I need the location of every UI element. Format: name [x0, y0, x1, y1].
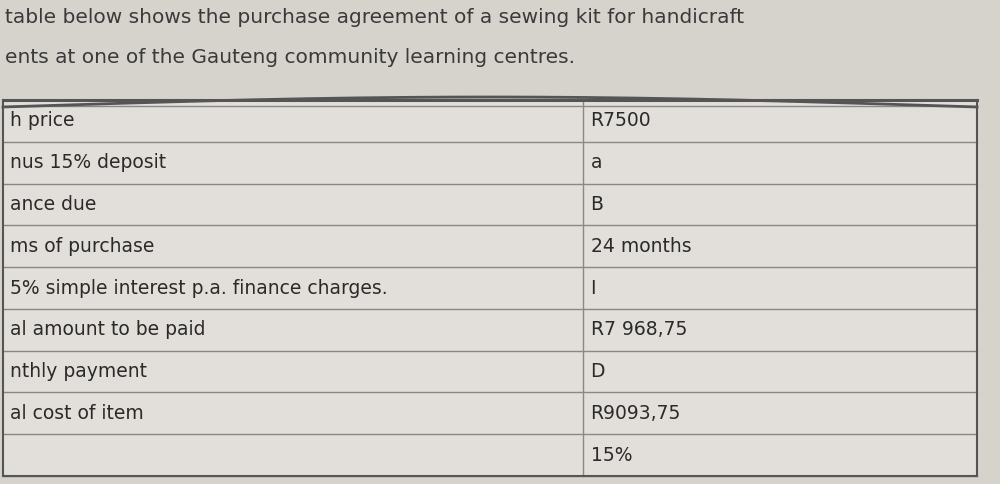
- Bar: [3, 267, 977, 309]
- Bar: [3, 100, 977, 476]
- Text: ance due: ance due: [10, 195, 96, 214]
- Bar: [3, 100, 977, 142]
- Text: ms of purchase: ms of purchase: [10, 237, 154, 256]
- Text: 5% simple interest p.a. finance charges.: 5% simple interest p.a. finance charges.: [10, 278, 388, 298]
- Text: ents at one of the Gauteng community learning centres.: ents at one of the Gauteng community lea…: [5, 48, 575, 67]
- Text: nus 15% deposit: nus 15% deposit: [10, 153, 166, 172]
- Text: 24 months: 24 months: [591, 237, 691, 256]
- Bar: [3, 434, 977, 476]
- Bar: [3, 309, 977, 351]
- Text: R7500: R7500: [591, 111, 651, 130]
- Text: h price: h price: [10, 111, 74, 130]
- Text: a: a: [591, 153, 602, 172]
- Text: table below shows the purchase agreement of a sewing kit for handicraft: table below shows the purchase agreement…: [5, 8, 744, 27]
- Text: R9093,75: R9093,75: [591, 404, 681, 423]
- Bar: [3, 183, 977, 226]
- Text: R7 968,75: R7 968,75: [591, 320, 687, 339]
- Text: al cost of item: al cost of item: [10, 404, 144, 423]
- Bar: [3, 142, 977, 183]
- Text: nthly payment: nthly payment: [10, 362, 147, 381]
- Bar: [3, 226, 977, 267]
- Text: I: I: [591, 278, 596, 298]
- Bar: [3, 351, 977, 393]
- Text: 15%: 15%: [591, 446, 632, 465]
- Text: B: B: [591, 195, 604, 214]
- Text: D: D: [591, 362, 605, 381]
- Text: al amount to be paid: al amount to be paid: [10, 320, 206, 339]
- Bar: [3, 393, 977, 434]
